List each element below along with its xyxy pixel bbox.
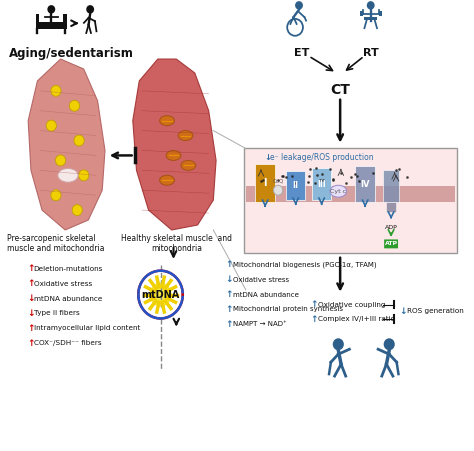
Text: ↓: ↓ (27, 309, 35, 318)
Text: ↑: ↑ (27, 279, 35, 288)
Circle shape (46, 120, 56, 131)
Text: Pre-sarcopenic skeletal
muscle and mitochondria: Pre-sarcopenic skeletal muscle and mitoc… (7, 234, 105, 253)
Text: Mitochondrial biogenesis (PGC-1α, TFAM): Mitochondrial biogenesis (PGC-1α, TFAM) (233, 262, 376, 268)
Circle shape (383, 338, 395, 350)
Text: ADP: ADP (385, 225, 397, 230)
Text: Type II fibers: Type II fibers (34, 310, 80, 317)
Circle shape (333, 338, 344, 350)
Text: Oxidative coupling: Oxidative coupling (318, 302, 385, 308)
Ellipse shape (58, 168, 78, 182)
Text: ET: ET (293, 48, 309, 58)
Text: II: II (293, 181, 299, 190)
Polygon shape (133, 59, 216, 230)
Text: Oxidative stress: Oxidative stress (34, 281, 92, 287)
Text: NAMPT → NAD⁺: NAMPT → NAD⁺ (233, 322, 286, 327)
Bar (63, 14, 67, 26)
Text: ↑: ↑ (27, 264, 35, 273)
Circle shape (86, 5, 94, 14)
Text: ↑: ↑ (310, 315, 318, 324)
Bar (312, 168, 331, 200)
Bar (365, 17, 377, 20)
Bar (36, 14, 39, 26)
Circle shape (55, 155, 66, 166)
Circle shape (72, 205, 82, 216)
Circle shape (367, 1, 374, 9)
Circle shape (273, 185, 283, 195)
Ellipse shape (330, 185, 346, 197)
Text: ↑: ↑ (225, 290, 233, 299)
Text: CT: CT (330, 83, 350, 97)
Text: Oxidative stress: Oxidative stress (233, 276, 289, 283)
Text: CoQ: CoQ (273, 178, 284, 183)
Text: RT: RT (363, 48, 379, 58)
Text: ↓: ↓ (400, 307, 407, 316)
Text: mtDNA abundance: mtDNA abundance (233, 292, 299, 298)
Text: III: III (317, 180, 326, 189)
Text: Healthy skeletal muscle  and
mitochondria: Healthy skeletal muscle and mitochondria (121, 234, 232, 253)
Bar (36, 22, 67, 29)
Text: ATP: ATP (384, 241, 398, 246)
Bar (383, 170, 400, 202)
Circle shape (295, 1, 303, 9)
Text: ↑: ↑ (225, 260, 233, 269)
Text: ↑: ↑ (27, 339, 35, 348)
Circle shape (79, 170, 89, 181)
Text: ROS generation: ROS generation (407, 308, 464, 314)
Text: ↓: ↓ (225, 275, 233, 284)
Bar (386, 202, 396, 212)
Ellipse shape (166, 151, 181, 161)
Text: Intramyocellular lipid content: Intramyocellular lipid content (34, 325, 140, 331)
Text: ↑: ↑ (225, 305, 233, 314)
Text: Mitochondrial protein synthesis: Mitochondrial protein synthesis (233, 307, 343, 313)
Text: mtDNA: mtDNA (141, 290, 180, 299)
Text: IV: IV (360, 180, 370, 189)
Circle shape (47, 5, 55, 14)
Text: ↓: ↓ (264, 153, 271, 162)
Text: Cyt c: Cyt c (330, 189, 346, 194)
Circle shape (69, 100, 80, 111)
Bar (355, 166, 375, 202)
Text: mtDNA abundance: mtDNA abundance (34, 295, 102, 302)
Text: ↓: ↓ (27, 294, 35, 303)
Bar (255, 164, 275, 202)
Text: Complex IV/I+III ratio: Complex IV/I+III ratio (318, 317, 395, 322)
Text: Aging/sedentarism: Aging/sedentarism (9, 47, 134, 60)
Text: COX⁻/SDH⁻⁻ fibers: COX⁻/SDH⁻⁻ fibers (34, 340, 101, 346)
Circle shape (74, 135, 84, 146)
FancyBboxPatch shape (384, 239, 398, 249)
Text: e⁻ leakage/ROS production: e⁻ leakage/ROS production (270, 153, 374, 162)
Circle shape (51, 85, 61, 97)
Ellipse shape (181, 161, 196, 170)
Bar (360, 11, 363, 16)
Ellipse shape (178, 131, 193, 141)
Text: ↑: ↑ (225, 320, 233, 329)
Circle shape (51, 190, 61, 201)
Bar (244, 148, 457, 253)
Bar (379, 11, 382, 16)
Text: Deletion-mutations: Deletion-mutations (34, 266, 103, 272)
Text: ↑: ↑ (310, 300, 318, 309)
Bar (246, 186, 455, 202)
Text: I: I (264, 178, 267, 188)
Bar (286, 171, 305, 200)
Polygon shape (28, 59, 105, 230)
Ellipse shape (160, 175, 174, 185)
Circle shape (149, 283, 172, 307)
Ellipse shape (160, 115, 174, 126)
Text: ↑: ↑ (27, 324, 35, 333)
